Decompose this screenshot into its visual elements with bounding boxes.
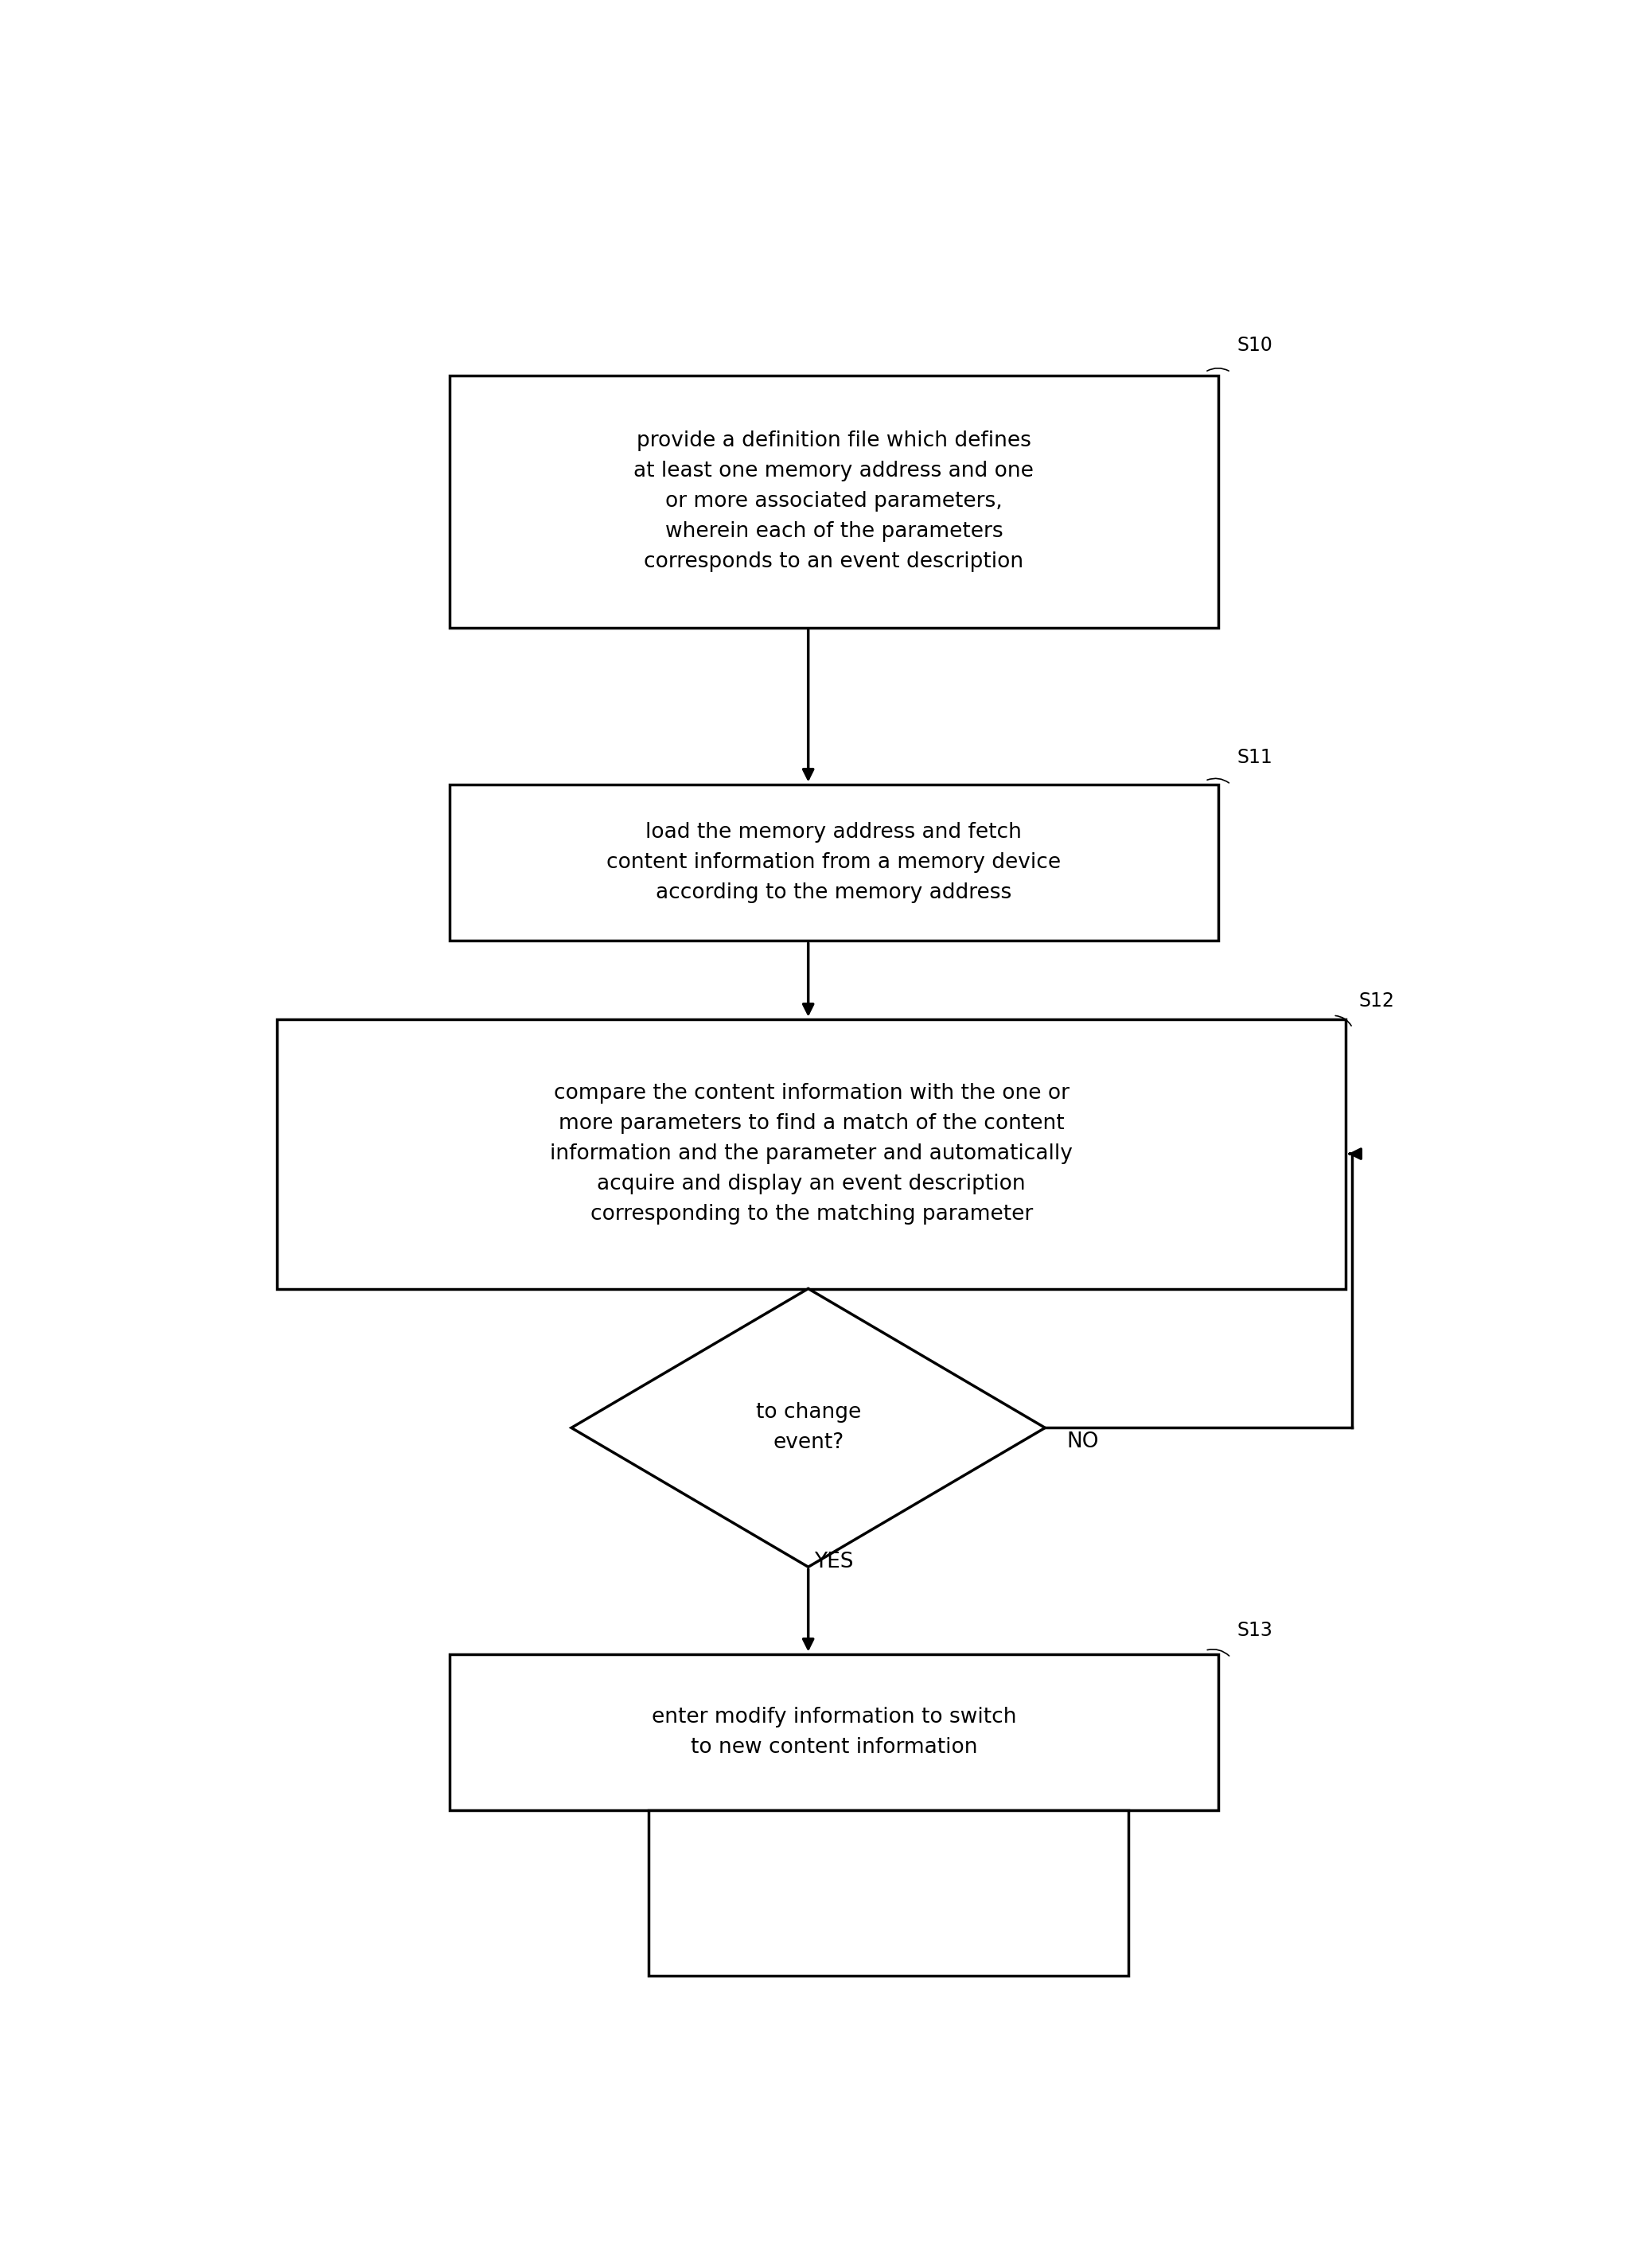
- Text: NO: NO: [1067, 1432, 1099, 1453]
- Text: S11: S11: [1237, 748, 1272, 766]
- Text: S13: S13: [1237, 1622, 1272, 1640]
- Bar: [449, 784, 1218, 940]
- Bar: [449, 375, 1218, 628]
- Text: compare the content information with the one or
more parameters to find a match : compare the content information with the…: [550, 1082, 1072, 1224]
- Text: S10: S10: [1237, 337, 1272, 355]
- Bar: [278, 1019, 1346, 1288]
- Text: load the memory address and fetch
content information from a memory device
accor: load the memory address and fetch conten…: [606, 822, 1061, 904]
- Polygon shape: [572, 1288, 1046, 1568]
- Text: S12: S12: [1360, 992, 1394, 1010]
- Text: enter modify information to switch
to new content information: enter modify information to switch to ne…: [651, 1708, 1016, 1758]
- Text: to change
event?: to change event?: [755, 1403, 861, 1453]
- Bar: [449, 1654, 1218, 1809]
- Text: YES: YES: [814, 1552, 854, 1572]
- Text: provide a definition file which defines
at least one memory address and one
or m: provide a definition file which defines …: [634, 431, 1034, 572]
- Bar: [648, 1809, 1128, 1977]
